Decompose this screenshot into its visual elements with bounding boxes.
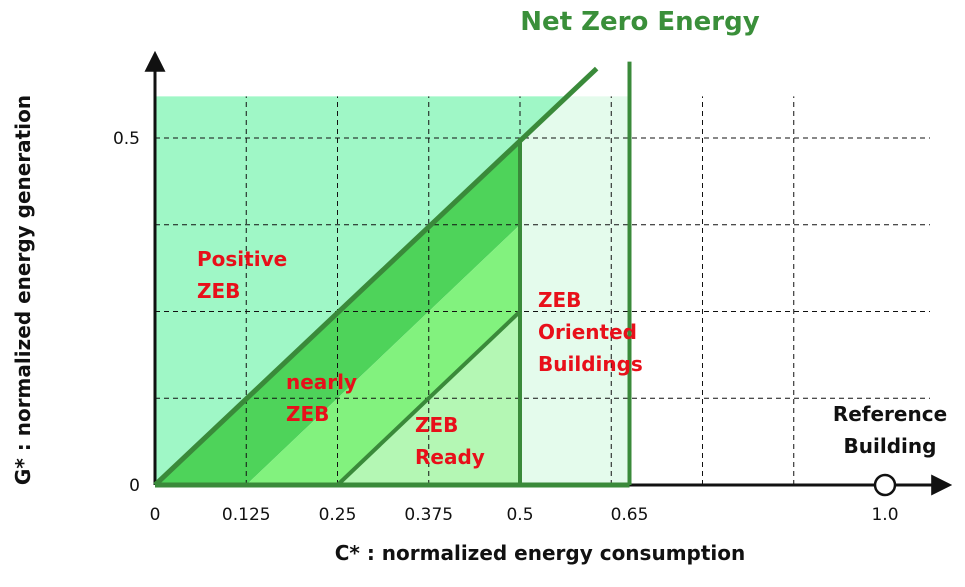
region-label: ZEB (415, 413, 458, 437)
x-tick-label: 0.5 (506, 505, 533, 525)
title: Net Zero Energy (520, 7, 759, 37)
region-label: Oriented (538, 320, 637, 344)
reference-point (873, 473, 897, 497)
y-axis-label: G* : normalized energy generation (11, 95, 35, 485)
y-tick-label: 0.5 (113, 129, 140, 149)
x-tick-label: 0.65 (611, 505, 649, 525)
x-tick-label: 1.0 (871, 505, 898, 525)
x-tick-label: 0.25 (319, 505, 357, 525)
x-tick-label: 0.125 (222, 505, 271, 525)
region-label: ZEB (197, 279, 240, 303)
region-label: ZEB (286, 402, 329, 426)
ready-diagonal (336, 310, 522, 487)
net-zero-diagonal (153, 66, 599, 487)
region-label: Ready (415, 445, 485, 469)
x-axis-label: C* : normalized energy consumption (335, 541, 746, 565)
region-label: nearly (286, 370, 357, 394)
x-tick-label: 0 (150, 505, 161, 525)
reference-label: Building (844, 434, 937, 458)
region-label: Positive (197, 247, 287, 271)
x-tick-label: 0.375 (404, 505, 453, 525)
nearly-band (246, 224, 520, 485)
reference-label: Reference (833, 402, 947, 426)
region-label: ZEB (538, 288, 581, 312)
region-label: Buildings (538, 352, 643, 376)
y-tick-label: 0 (129, 476, 140, 496)
